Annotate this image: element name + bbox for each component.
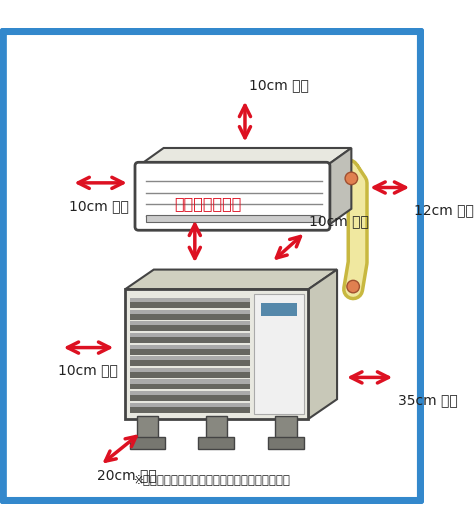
Bar: [261, 303, 297, 316]
FancyBboxPatch shape: [135, 162, 330, 230]
Text: 原則として解放: 原則として解放: [174, 196, 241, 211]
Bar: [137, 416, 158, 438]
Bar: [129, 391, 250, 395]
Circle shape: [345, 172, 357, 185]
Text: 35cm 以上: 35cm 以上: [398, 394, 457, 408]
Circle shape: [347, 280, 359, 293]
Bar: [129, 337, 250, 343]
Bar: [129, 407, 250, 413]
Bar: [129, 379, 250, 384]
Bar: [129, 298, 250, 302]
Bar: [146, 215, 320, 222]
Bar: [254, 294, 304, 414]
Polygon shape: [125, 270, 337, 289]
Bar: [129, 356, 250, 360]
Bar: [129, 333, 250, 337]
Bar: [129, 437, 165, 450]
Bar: [129, 314, 250, 320]
Bar: [129, 321, 250, 326]
Bar: [129, 326, 250, 331]
Polygon shape: [309, 270, 337, 419]
Bar: [129, 345, 250, 348]
Text: 10cm 以上: 10cm 以上: [69, 199, 129, 213]
Text: ※据付スペースはメーカーによって異なります。: ※据付スペースはメーカーによって異なります。: [134, 474, 291, 487]
Bar: [129, 395, 250, 401]
Polygon shape: [138, 148, 351, 166]
Bar: [129, 302, 250, 308]
FancyBboxPatch shape: [3, 31, 421, 501]
Bar: [199, 437, 234, 450]
Text: 10cm 以上: 10cm 以上: [309, 214, 369, 228]
Bar: [125, 289, 309, 419]
Bar: [129, 372, 250, 378]
Text: 10cm 以上: 10cm 以上: [58, 364, 118, 378]
Bar: [206, 416, 227, 438]
Bar: [129, 348, 250, 354]
Bar: [275, 416, 297, 438]
Text: 10cm 以上: 10cm 以上: [249, 79, 309, 93]
Bar: [129, 384, 250, 389]
Bar: [268, 437, 304, 450]
Polygon shape: [326, 148, 351, 227]
Bar: [129, 368, 250, 372]
Text: 12cm 以上: 12cm 以上: [414, 204, 474, 218]
Text: 20cm 以上: 20cm 以上: [97, 468, 156, 482]
Bar: [129, 310, 250, 314]
Bar: [129, 360, 250, 366]
Bar: [129, 403, 250, 407]
